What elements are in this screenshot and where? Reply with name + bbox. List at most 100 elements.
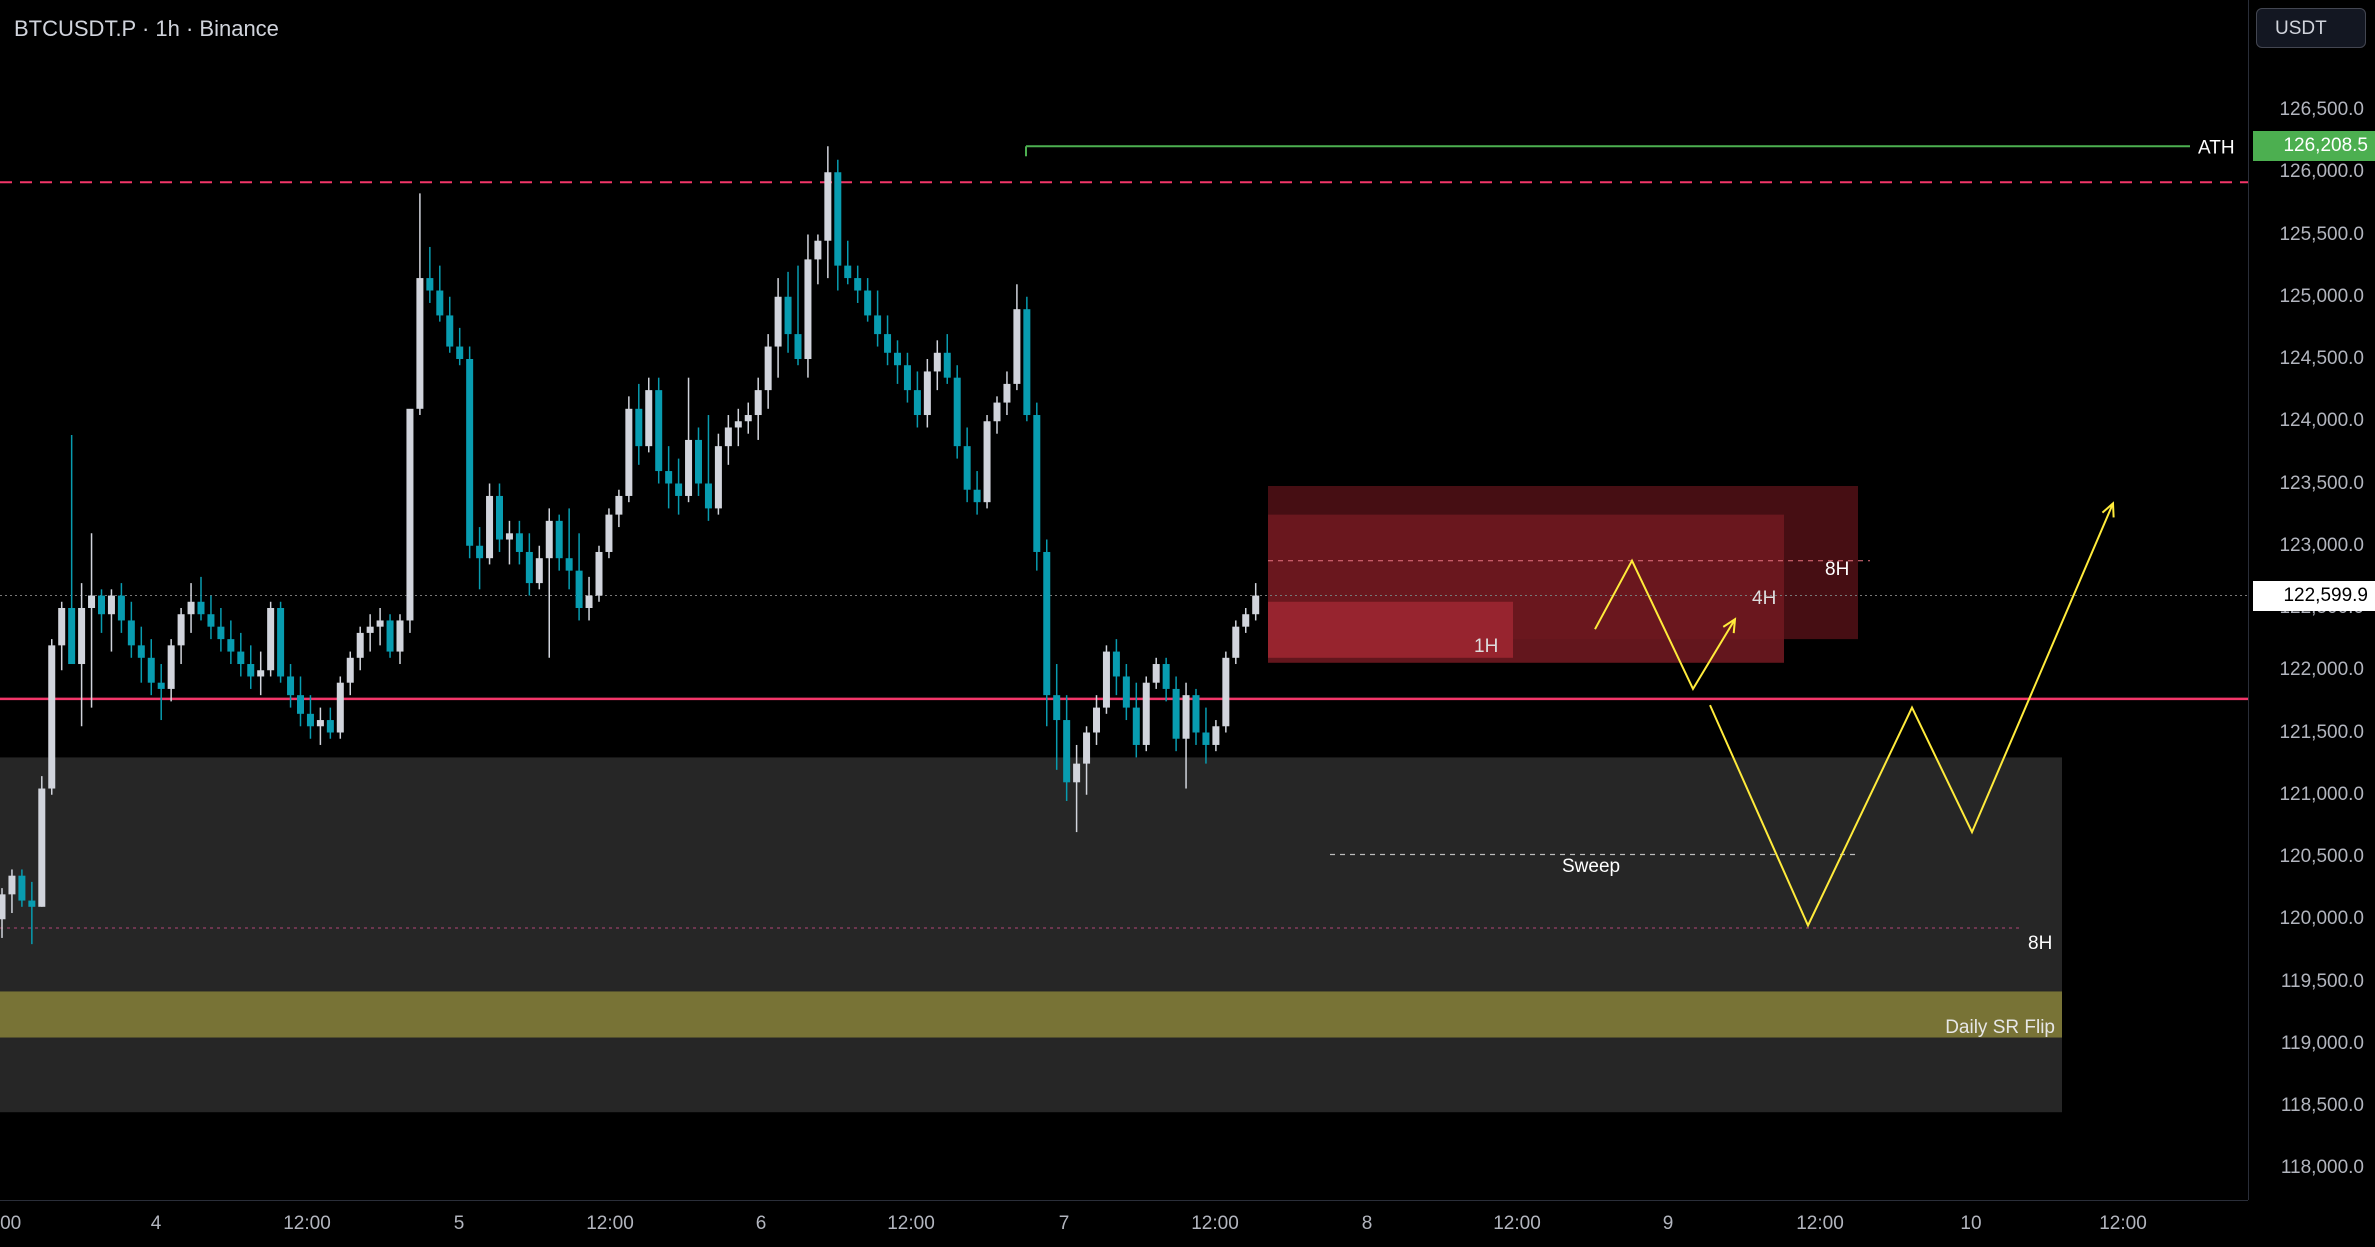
time-tick-label: 12:00 [887, 1213, 935, 1234]
candle-body [18, 875, 26, 901]
candle-body [874, 315, 882, 335]
projection-path-2 [1709, 503, 2114, 928]
candle-body [1242, 614, 1250, 627]
candle-body [476, 545, 484, 559]
candle-body [297, 695, 304, 714]
candle-body [585, 595, 593, 608]
candle-body [416, 278, 424, 409]
price-tick-label: 126,500.0 [2279, 99, 2364, 120]
candle-body [88, 595, 96, 608]
time-tick-label: 12:00 [586, 1213, 634, 1234]
candle-body [446, 315, 454, 347]
ath-label: ATH [2198, 137, 2235, 158]
candle-body [237, 651, 245, 665]
candle-body [127, 620, 135, 646]
candle-body [764, 346, 772, 391]
candle-body [247, 664, 255, 677]
candle-body [456, 346, 464, 359]
candle-body [525, 551, 533, 584]
price-axis[interactable]: USDT 126,500.0 126,000.0 125,500.0 125,000.… [2248, 0, 2375, 1200]
candle-body [1182, 695, 1190, 739]
candle-body [396, 620, 404, 652]
time-tick-label: 7 [1058, 1213, 1070, 1234]
candle-body [436, 290, 444, 316]
candle-body [336, 682, 344, 733]
daily-sr-flip-label: Daily SR Flip [1945, 1017, 2055, 1038]
candle-body [1043, 551, 1051, 696]
candle-body [1102, 651, 1110, 708]
candle-body [1003, 383, 1011, 403]
candle-body [466, 359, 474, 546]
candle-body [177, 614, 185, 646]
price-tick-label: 119,500.0 [2280, 970, 2364, 992]
candle-body [903, 365, 911, 391]
candle-body [973, 489, 981, 503]
candle-body [724, 427, 732, 447]
candle-body [605, 514, 613, 552]
candle-body [167, 645, 175, 689]
time-tick-label: 12:00 [1191, 1213, 1239, 1234]
candle-body [545, 520, 553, 559]
daily-sr-flip-zone [0, 991, 2062, 1038]
candle-body [1063, 720, 1071, 783]
candle-body [575, 570, 583, 608]
candle-body [0, 894, 6, 920]
candle-body [426, 278, 434, 291]
candle-body [406, 408, 414, 621]
candle-body [993, 402, 1001, 422]
candle-body [814, 240, 822, 260]
candle-body [894, 352, 901, 366]
time-tick-label: 12:00 [2099, 1213, 2147, 1234]
candle-body [943, 352, 951, 378]
time-tick-label: 12:00 [283, 1213, 331, 1234]
candle-body [734, 421, 742, 428]
candle-body [1152, 664, 1160, 683]
candle-body [1033, 415, 1041, 552]
candle-body [1132, 707, 1140, 745]
candle-body [704, 483, 712, 509]
candle-body [675, 483, 683, 496]
price-tick-label: 119,000.0 [2280, 1032, 2364, 1054]
candle-body [834, 172, 842, 266]
chart-canvas[interactable]: ATH 8H 4H 1H Sweep 8H Daily SR Flip BTCUSDT.P … [0, 0, 2248, 1200]
price-tick-label: 123,000.0 [2279, 534, 2364, 556]
chart-plot[interactable]: ATH 8H 4H 1H Sweep 8H Daily SR Flip [0, 0, 2248, 1200]
candle-body [1142, 682, 1150, 745]
time-axis[interactable]: :00 4 12:00 5 12:00 6 12:00 7 12:00 8 12:00 9 12:00 1… [0, 1200, 2248, 1247]
candle-body [1013, 309, 1021, 384]
candle-body [356, 632, 364, 658]
candle-body [665, 471, 673, 484]
candle-body [1232, 626, 1240, 658]
time-tick-label: :00 [0, 1213, 22, 1234]
8h-level-label: 8H [2028, 933, 2052, 954]
candle-body [1252, 595, 1260, 615]
currency-button[interactable]: USDT [2256, 8, 2366, 48]
candle-body [207, 614, 215, 627]
candle-body [1073, 763, 1081, 783]
candle-body [1023, 309, 1031, 416]
candle-body [625, 408, 633, 496]
candle-body [326, 720, 334, 733]
candle-body [48, 645, 56, 789]
candle-body [933, 352, 941, 372]
candle-body [1093, 707, 1100, 733]
candle-body [496, 495, 503, 540]
candle-body [227, 639, 235, 652]
candle-body [854, 278, 862, 291]
candle-body [486, 495, 494, 559]
candle-body [953, 377, 961, 447]
time-tick-label: 5 [453, 1213, 465, 1234]
candle-body [555, 520, 563, 559]
candle-body [923, 371, 931, 416]
projection-arrowhead-1 [1722, 617, 1737, 634]
candle-body [78, 608, 86, 665]
candle-body [515, 533, 523, 552]
candle-body [1212, 726, 1220, 745]
candle-body [187, 601, 195, 615]
price-tick-label: 118,000.0 [2280, 1157, 2364, 1179]
candle-body [366, 626, 374, 633]
candle-body [1162, 664, 1170, 689]
candle-body [28, 900, 36, 907]
time-tick-label: 9 [1662, 1213, 1674, 1234]
symbol-title[interactable]: BTCUSDT.P · 1h · Binance [14, 16, 279, 41]
